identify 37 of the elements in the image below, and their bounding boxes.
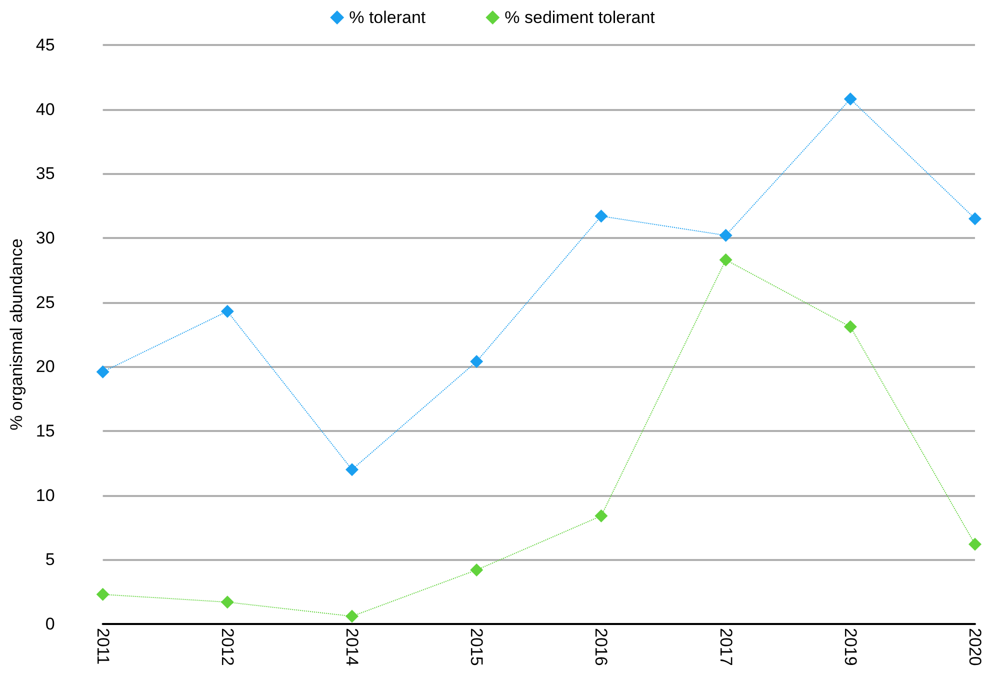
x-tick-label: 2020 — [966, 628, 984, 666]
point — [719, 253, 732, 266]
x-tick-label: 2016 — [592, 628, 611, 666]
point — [844, 320, 857, 334]
point — [96, 365, 110, 378]
point — [594, 210, 608, 223]
x-tick-label: 2017 — [716, 628, 736, 666]
point — [346, 463, 359, 476]
legend-label: % tolerant — [349, 8, 426, 27]
y-axis-title: % organismal abundance — [7, 238, 26, 430]
point — [96, 588, 110, 601]
y-tick-label: 30 — [36, 228, 55, 248]
point — [968, 212, 982, 226]
y-tick-label: 40 — [36, 100, 55, 119]
x-tick-label: 2012 — [218, 628, 237, 666]
y-tick-label: 45 — [36, 36, 55, 54]
y-tick-label: 15 — [36, 422, 55, 440]
x-tick-label: 2014 — [342, 628, 362, 666]
point — [594, 509, 608, 522]
y-tick-label: 35 — [36, 164, 55, 184]
y-tick-label: 5 — [45, 550, 55, 570]
point — [968, 538, 982, 551]
y-tick-label: 25 — [36, 292, 55, 312]
point — [346, 610, 359, 623]
x-tick-label: 2019 — [840, 628, 860, 666]
point — [844, 92, 857, 106]
y-tick-label: 0 — [45, 614, 55, 634]
point — [719, 228, 732, 242]
x-tick-label: 2015 — [467, 628, 486, 666]
point — [470, 563, 484, 576]
x-tick-label: 2011 — [93, 628, 112, 665]
point — [470, 355, 484, 368]
point — [220, 304, 234, 318]
y-tick-label: 10 — [36, 486, 55, 505]
point — [220, 596, 234, 609]
y-tick-label: 20 — [36, 357, 55, 376]
legend-label: % sediment tolerant — [504, 8, 656, 27]
